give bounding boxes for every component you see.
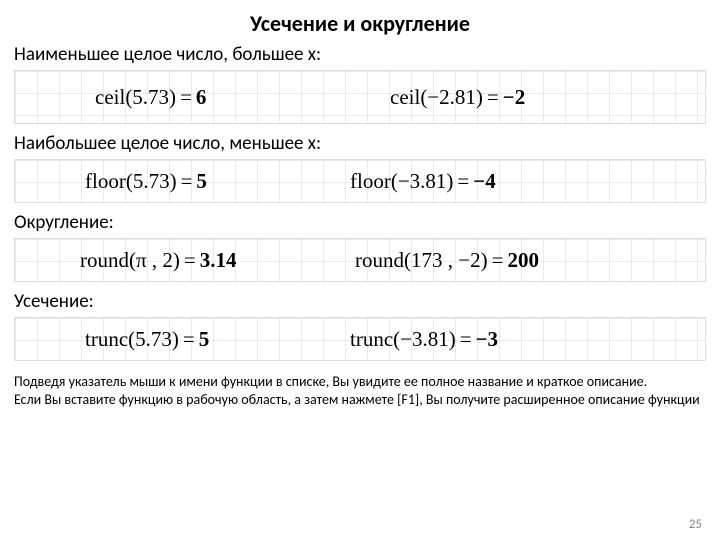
expr-floor-1: floor(5.73)=5 xyxy=(85,169,207,194)
heading-ceil: Наименьшее целое число, большее x: xyxy=(0,43,720,66)
fn: ceil xyxy=(390,85,420,109)
equals-sign: = xyxy=(179,327,199,351)
expr-ceil-2: ceil(−2.81)=−2 xyxy=(390,85,525,110)
section-trunc: Усечение: trunc(5.73)=5 trunc(−3.81)=−3 xyxy=(0,290,720,361)
fn: round xyxy=(355,248,404,272)
expr-trunc-2: trunc(−3.81)=−3 xyxy=(350,327,498,352)
equals-sign: = xyxy=(456,327,476,351)
equals-sign: = xyxy=(177,169,197,193)
result: 6 xyxy=(196,85,207,109)
expr-ceil-1: ceil(5.73)=6 xyxy=(95,85,206,110)
expr-round-2: round(173 , −2)=200 xyxy=(355,248,539,273)
section-round: Округление: round(π , 2)=3.14 round(173 … xyxy=(0,211,720,282)
result: −4 xyxy=(473,169,495,193)
result: 5 xyxy=(199,327,210,351)
fn: trunc xyxy=(350,327,393,351)
page-title: Усечение и округление xyxy=(0,0,720,41)
section-floor: Наибольшее целое число, меньшее x: floor… xyxy=(0,132,720,203)
result: 200 xyxy=(507,248,539,272)
equals-sign: = xyxy=(483,85,503,109)
args: (5.73) xyxy=(128,327,179,351)
footer-line-2: Если Вы вставите функцию в рабочую облас… xyxy=(14,391,706,409)
fn: floor xyxy=(85,169,126,193)
footer-text: Подведя указатель мыши к имени функции в… xyxy=(0,369,720,408)
result: 5 xyxy=(196,169,207,193)
args: (173 , −2) xyxy=(404,248,488,272)
fn: trunc xyxy=(85,327,128,351)
section-ceil: Наименьшее целое число, большее x: ceil(… xyxy=(0,43,720,124)
args: (π , 2) xyxy=(129,248,180,272)
equals-sign: = xyxy=(176,85,196,109)
fn: round xyxy=(80,248,129,272)
formula-strip-round: round(π , 2)=3.14 round(173 , −2)=200 xyxy=(14,238,706,282)
result: −3 xyxy=(476,327,498,351)
expr-floor-2: floor(−3.81)=−4 xyxy=(350,169,496,194)
expr-round-1: round(π , 2)=3.14 xyxy=(80,248,236,273)
equals-sign: = xyxy=(453,169,473,193)
heading-trunc: Усечение: xyxy=(0,290,720,313)
footer-line-1: Подведя указатель мыши к имени функции в… xyxy=(14,373,706,391)
heading-floor: Наибольшее целое число, меньшее x: xyxy=(0,132,720,155)
fn: floor xyxy=(350,169,391,193)
page-number: 25 xyxy=(689,517,702,532)
result: 3.14 xyxy=(200,248,237,272)
equals-sign: = xyxy=(488,248,508,272)
fn: ceil xyxy=(95,85,125,109)
args: (−3.81) xyxy=(393,327,456,351)
args: (−3.81) xyxy=(391,169,454,193)
heading-round: Округление: xyxy=(0,211,720,234)
args: (5.73) xyxy=(125,85,176,109)
formula-strip-ceil: ceil(5.73)=6 ceil(−2.81)=−2 xyxy=(14,70,706,124)
formula-strip-floor: floor(5.73)=5 floor(−3.81)=−4 xyxy=(14,159,706,203)
result: −2 xyxy=(503,85,525,109)
formula-strip-trunc: trunc(5.73)=5 trunc(−3.81)=−3 xyxy=(14,317,706,361)
args: (−2.81) xyxy=(420,85,483,109)
equals-sign: = xyxy=(180,248,200,272)
args: (5.73) xyxy=(126,169,177,193)
expr-trunc-1: trunc(5.73)=5 xyxy=(85,327,209,352)
